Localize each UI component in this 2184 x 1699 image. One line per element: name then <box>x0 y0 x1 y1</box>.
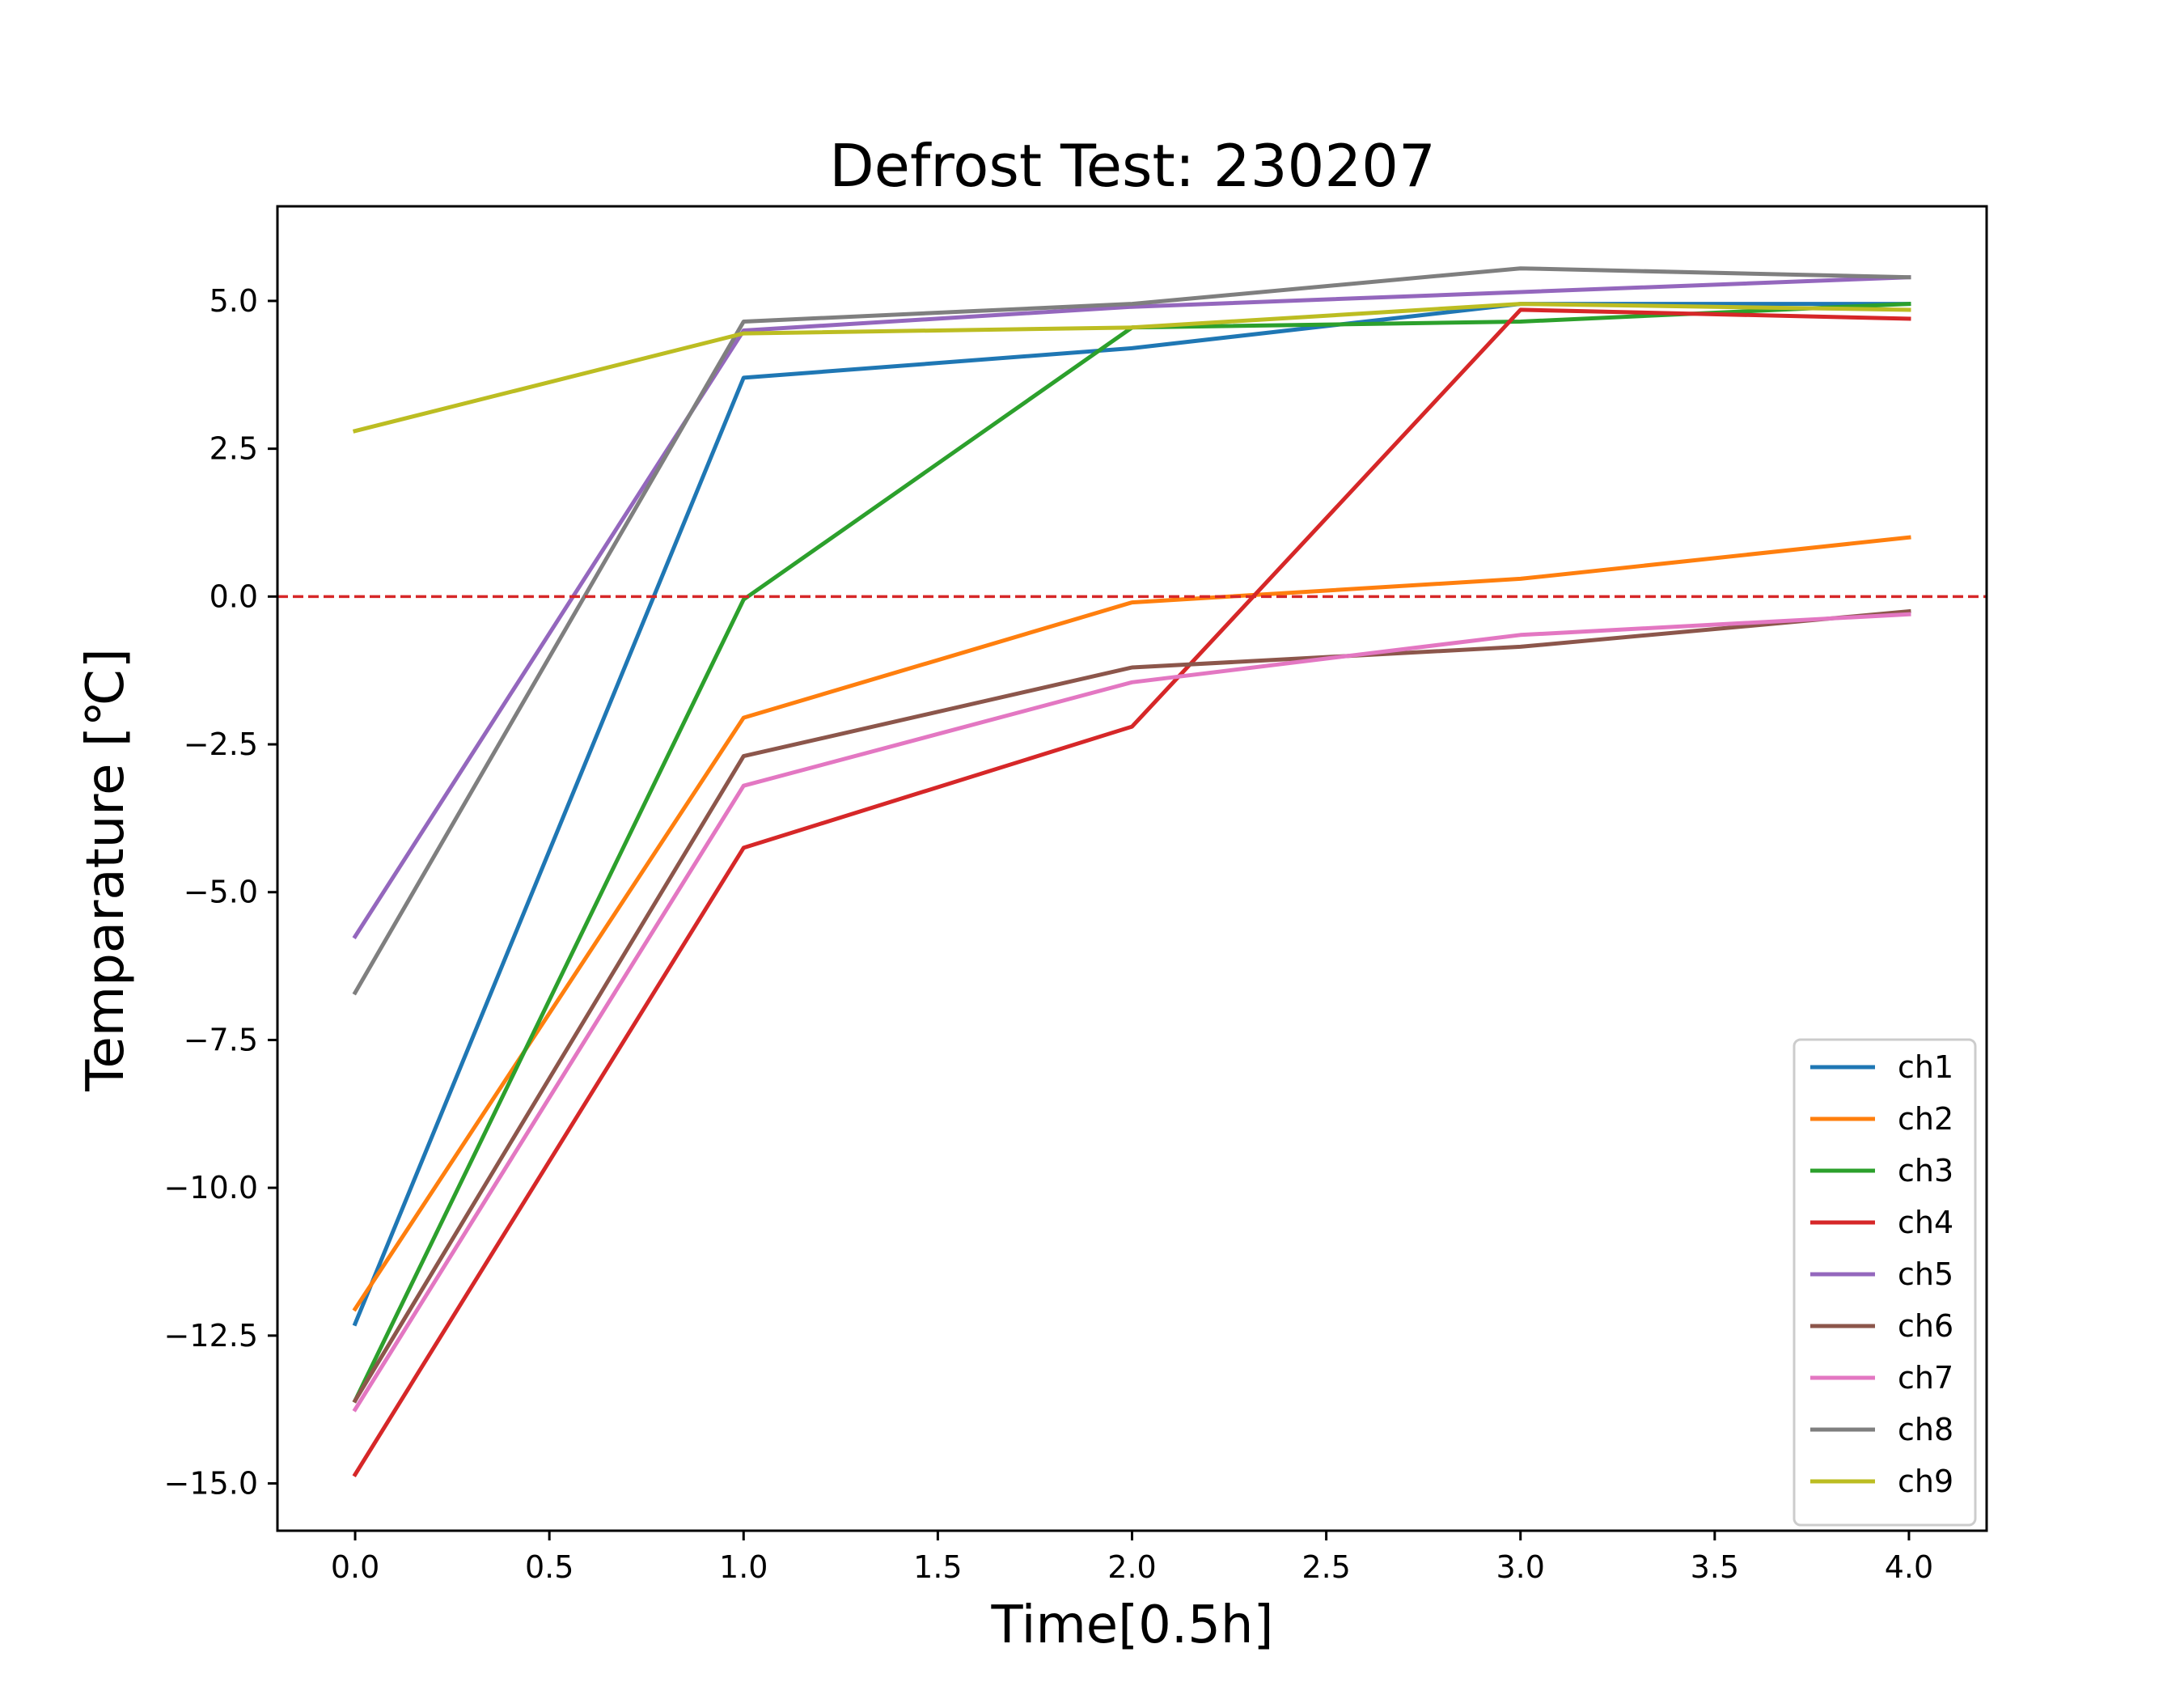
y-axis: 5.0 2.5 0.0 −2.5 −5.0 −7.5 −10.0 −12.5 −15.0 <box>164 283 277 1502</box>
plot-frame <box>276 205 1988 1532</box>
legend-label-ch6: ch6 <box>1898 1308 1953 1344</box>
y-tick-label: −2.5 <box>184 727 258 762</box>
x-tick-label: 2.5 <box>1302 1549 1350 1585</box>
y-tick-label: 2.5 <box>210 431 258 467</box>
y-tick-label: −15.0 <box>164 1466 258 1502</box>
legend-label-ch7: ch7 <box>1898 1360 1953 1396</box>
series-line-ch5 <box>352 275 1911 939</box>
plot-lines <box>352 266 1911 1478</box>
y-tick-label: −7.5 <box>184 1022 258 1057</box>
x-tick-label: 3.0 <box>1496 1549 1545 1585</box>
series-line-ch8 <box>352 266 1911 996</box>
x-tick-label: 2.0 <box>1107 1549 1156 1585</box>
series-line-ch2 <box>352 535 1911 1312</box>
legend-label-ch3: ch3 <box>1898 1153 1953 1188</box>
series-line-ch9 <box>352 302 1911 434</box>
legend-box <box>1792 1038 1977 1527</box>
y-axis-label: Temparature [℃] <box>76 648 136 1091</box>
y-tick-label: −12.5 <box>164 1318 258 1354</box>
x-tick-label: 0.5 <box>525 1549 574 1585</box>
x-tick-label: 1.5 <box>913 1549 962 1585</box>
series-line-ch1 <box>352 302 1911 1327</box>
legend-label-ch5: ch5 <box>1898 1256 1953 1292</box>
y-tick-label: −5.0 <box>184 875 258 910</box>
x-tick-label: 0.0 <box>331 1549 379 1585</box>
series-line-ch7 <box>352 612 1911 1413</box>
y-tick-label: −10.0 <box>164 1170 258 1205</box>
legend-label-ch1: ch1 <box>1898 1049 1953 1085</box>
legend-label-ch4: ch4 <box>1898 1205 1953 1240</box>
series-line-ch6 <box>352 608 1911 1404</box>
legend: ch1 ch2 ch3 ch4 ch5 ch6 ch7 ch8 ch9 <box>1792 1038 1977 1527</box>
legend-label-ch9: ch9 <box>1898 1464 1953 1499</box>
chart-title: Defrost Test: 230207 <box>829 132 1436 200</box>
legend-label-ch2: ch2 <box>1898 1101 1953 1137</box>
x-axis-label: Time[0.5h] <box>991 1595 1274 1655</box>
y-tick-label: 5.0 <box>210 283 258 319</box>
x-tick-label: 4.0 <box>1885 1549 1933 1585</box>
x-tick-label: 1.0 <box>719 1549 768 1585</box>
series-line-ch3 <box>352 301 1911 1404</box>
legend-label-ch8: ch8 <box>1898 1412 1953 1447</box>
x-axis: 0.0 0.5 1.0 1.5 2.0 2.5 3.0 3.5 4.0 <box>331 1531 1933 1585</box>
y-tick-label: 0.0 <box>210 578 258 614</box>
x-tick-label: 3.5 <box>1691 1549 1739 1585</box>
series-line-ch4 <box>352 307 1911 1478</box>
